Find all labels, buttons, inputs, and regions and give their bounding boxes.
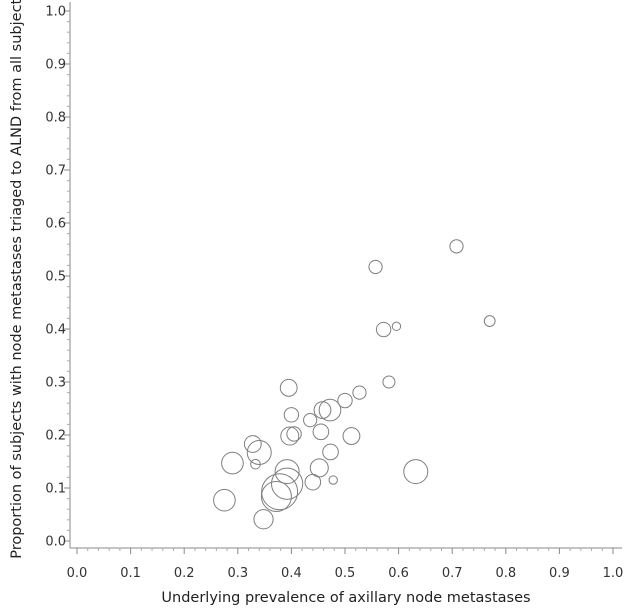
data-point (313, 401, 332, 419)
x-tick-label: 1.0 (603, 566, 624, 581)
data-point (391, 321, 402, 332)
x-tick-label: 0.7 (442, 566, 463, 581)
data-point (274, 459, 300, 485)
x-tick-label: 0.3 (227, 566, 248, 581)
data-point (260, 480, 292, 512)
data-point (303, 413, 318, 428)
data-point (253, 509, 274, 530)
data-point (312, 423, 330, 441)
axes: 0.0 0.1 0.2 0.3 0.4 0.5 0.6 0.7 0.8 0.9 1.0 0.0 0.1 0… (45, 2, 623, 581)
data-point (286, 426, 302, 442)
bubbles-layer (213, 239, 496, 530)
data-point (213, 488, 236, 512)
y-tick-label: 0.5 (45, 270, 66, 285)
data-point (368, 259, 383, 275)
y-tick-label: 0.4 (45, 323, 66, 338)
data-point (382, 375, 396, 389)
data-point (337, 392, 353, 409)
y-tick-label: 0.9 (45, 58, 66, 73)
y-tick-label: 0.2 (45, 429, 66, 444)
data-point (280, 426, 300, 446)
data-point (261, 473, 299, 511)
y-tick-label: 0.3 (45, 376, 66, 391)
data-point (243, 435, 262, 453)
data-point (221, 451, 244, 475)
x-tick-label: 0.4 (281, 566, 302, 581)
x-tick-label: 0.6 (388, 566, 409, 581)
x-tick-label: 0.8 (495, 566, 516, 581)
data-point (483, 315, 496, 327)
x-axis-title: Underlying prevalence of axillary node m… (161, 590, 530, 606)
y-tick-label: 1.0 (45, 5, 66, 20)
x-tick-label: 0.5 (335, 566, 356, 581)
x-tick-label: 0.9 (549, 566, 570, 581)
x-tick-label: 0.0 (67, 566, 88, 581)
data-point (403, 459, 429, 485)
data-point (328, 475, 338, 485)
y-tick-label: 0.6 (45, 217, 66, 232)
data-point (375, 321, 392, 338)
data-point (352, 385, 367, 400)
y-tick-label: 0.8 (45, 111, 66, 126)
x-tick-label: 0.2 (174, 566, 195, 581)
data-point (246, 439, 272, 465)
data-point (342, 427, 361, 445)
data-point (318, 398, 342, 422)
y-tick-label: 0.7 (45, 164, 66, 179)
data-point (279, 378, 298, 397)
data-point (283, 407, 300, 423)
y-tick-label: 0.0 (45, 535, 66, 550)
y-tick-label: 0.1 (45, 482, 66, 497)
data-point (271, 467, 304, 500)
data-point (309, 458, 329, 478)
y-axis-title: Proportion of subjects with node metasta… (9, 0, 25, 559)
data-point (322, 443, 339, 461)
data-point (449, 239, 464, 254)
x-tick-label: 0.1 (120, 566, 141, 581)
